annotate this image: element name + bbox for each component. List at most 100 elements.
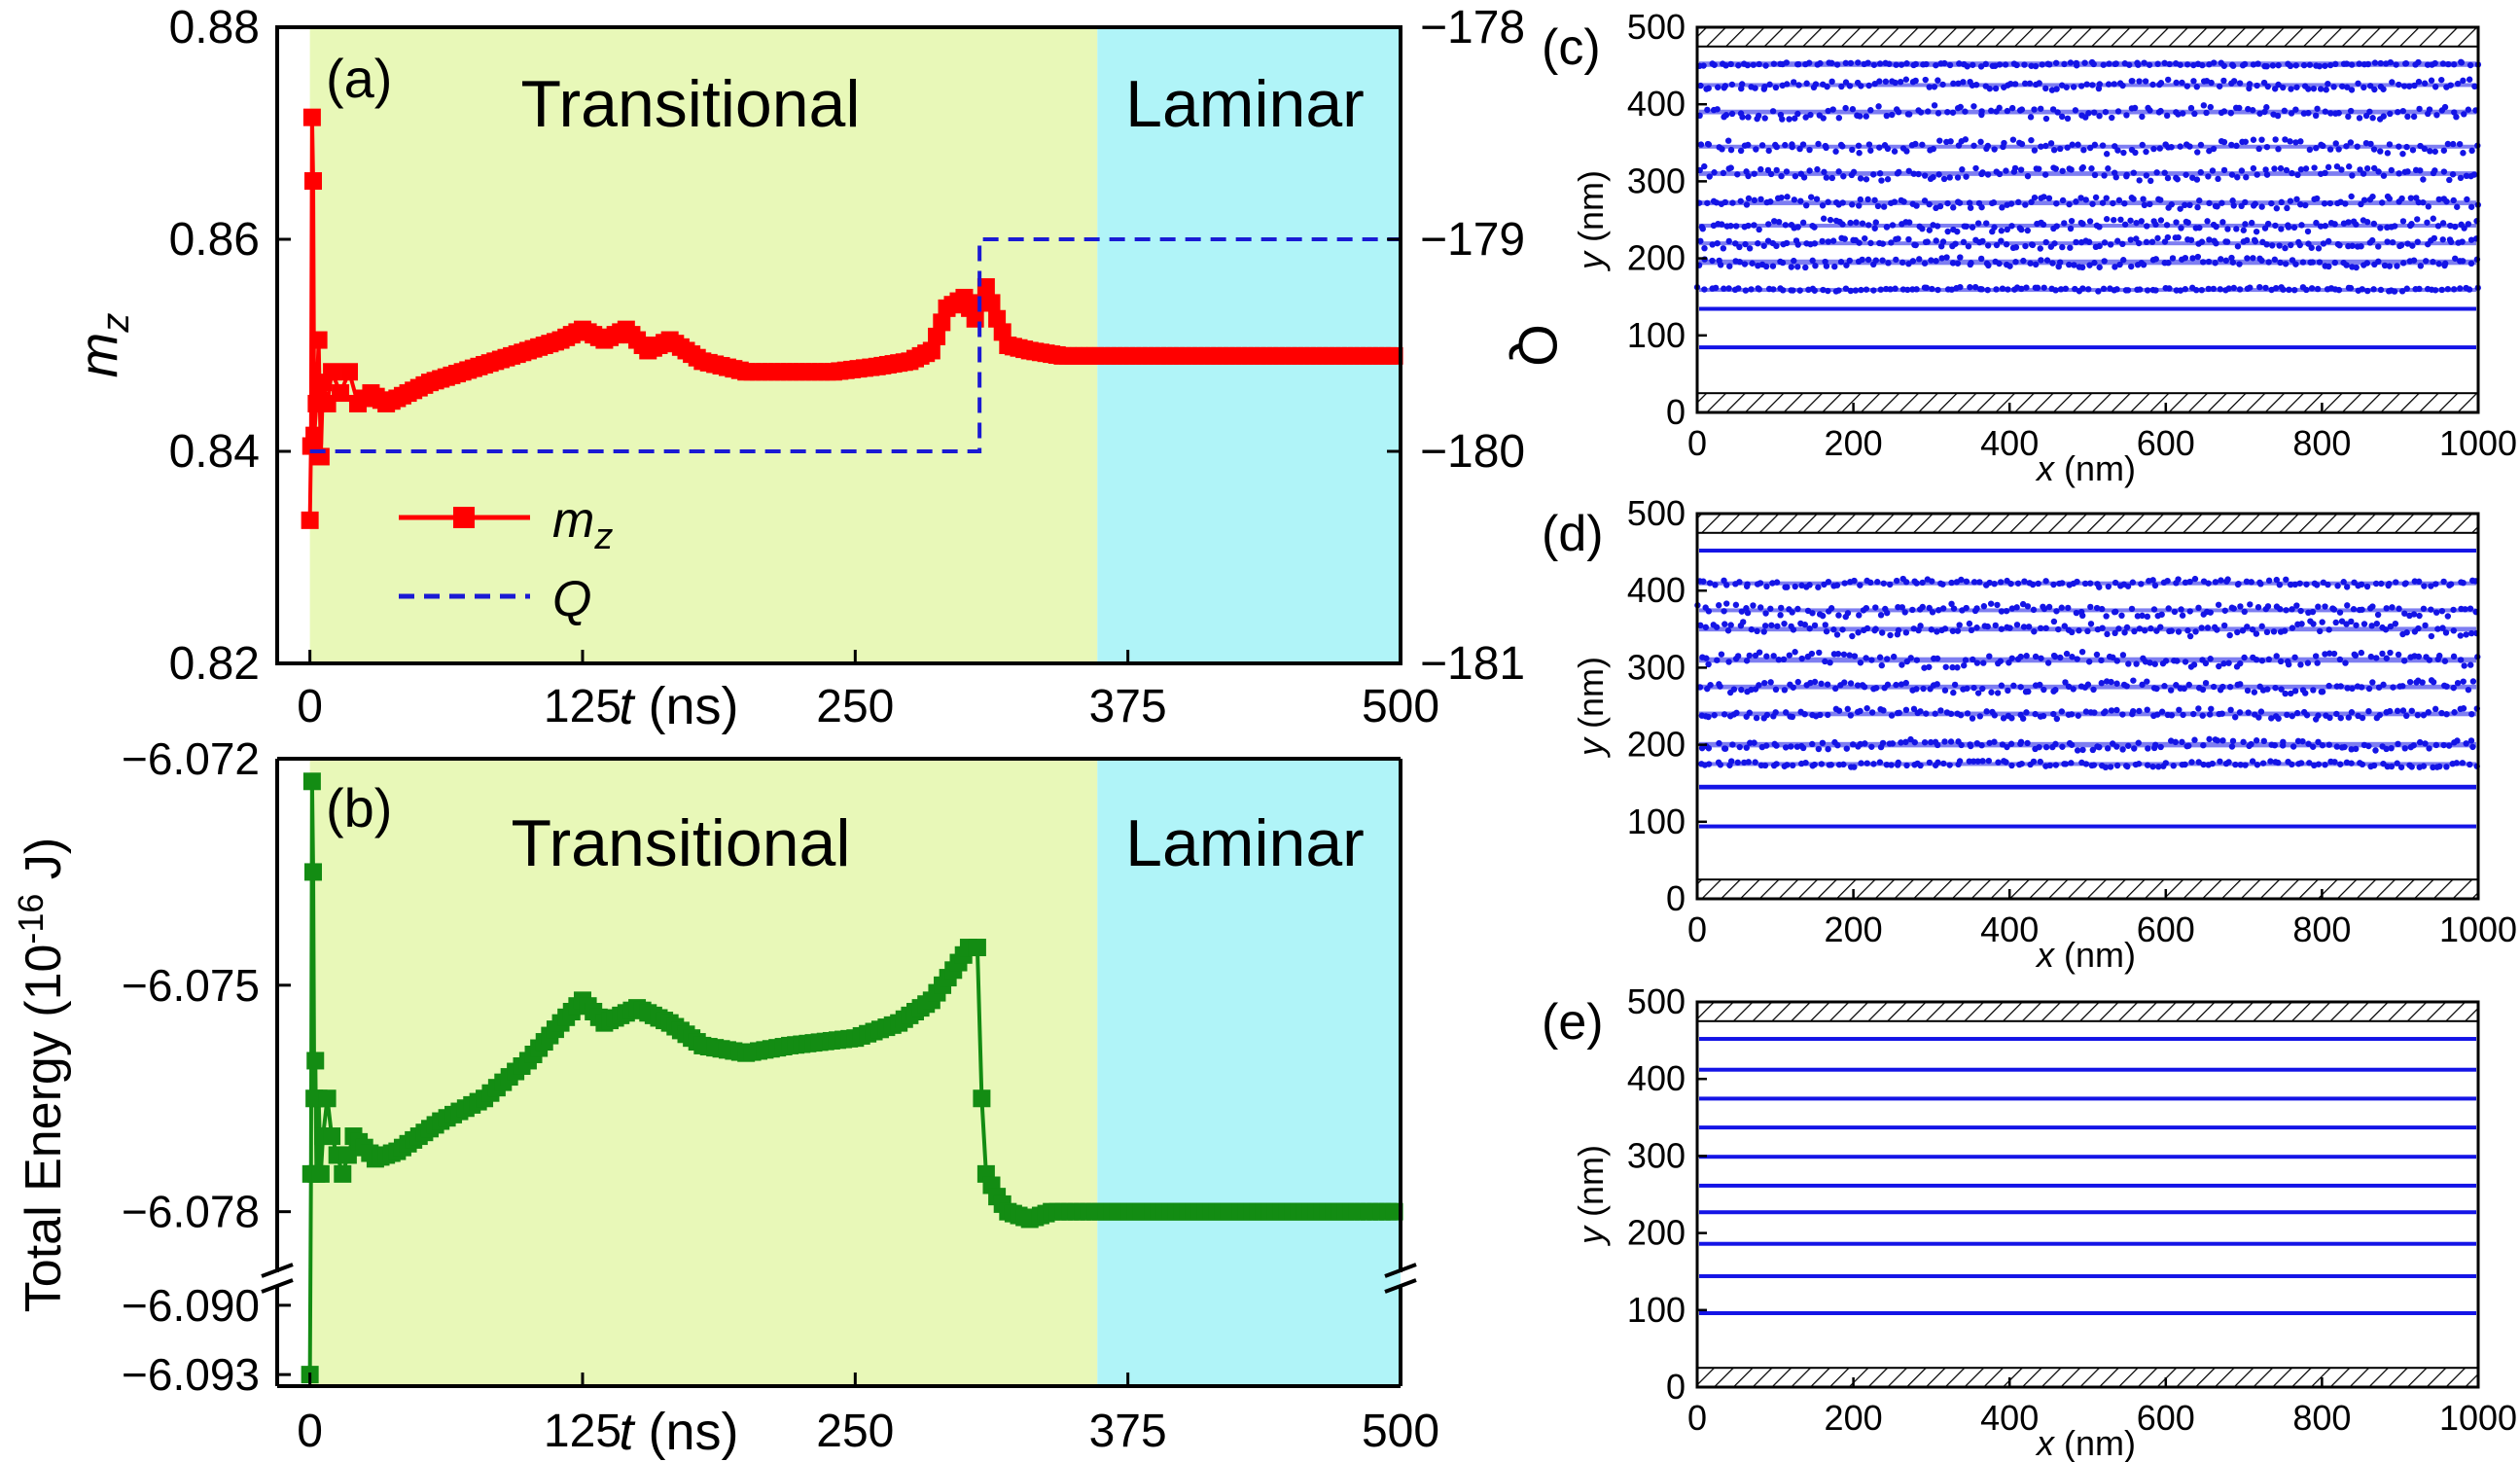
c-band-point	[2286, 286, 2292, 294]
d-band-point	[1974, 758, 1981, 765]
d-band-point	[1909, 606, 1916, 614]
d-band-point	[1902, 629, 1910, 636]
c-band-point	[2027, 260, 2034, 267]
d-band-point	[2059, 743, 2066, 750]
d-band-point	[2312, 653, 2320, 660]
d-band-point	[2416, 738, 2424, 746]
c-band	[1696, 162, 2478, 185]
d-band-point	[2383, 655, 2391, 661]
c-x-axis-label: x (nm)	[2035, 448, 2136, 488]
c-band-point	[2225, 285, 2232, 292]
d-band-point	[2013, 604, 2020, 611]
c-band-point	[2028, 198, 2035, 205]
d-band-point	[2192, 628, 2199, 635]
c-band-point	[1711, 169, 1718, 176]
d-band-point	[2410, 611, 2418, 618]
c-band-point	[2377, 225, 2384, 232]
d-band-point	[2264, 686, 2271, 693]
d-band-point	[2078, 648, 2086, 656]
c-band-point	[2059, 196, 2067, 204]
c-band-point	[1910, 170, 1917, 177]
c-band-point	[2143, 238, 2150, 246]
c-band-point	[1701, 162, 1708, 170]
c-band-point	[1755, 112, 1762, 120]
c-band-point	[2233, 142, 2240, 150]
d-band-point	[2179, 738, 2185, 746]
d-band-point	[2258, 657, 2266, 664]
c-band-point	[1857, 113, 1863, 120]
c-band-point	[1756, 226, 1762, 233]
d-band-point	[2157, 743, 2164, 751]
c-band-point	[1800, 174, 1808, 181]
c-band-point	[2018, 106, 2026, 113]
d-band-point	[1782, 709, 1790, 716]
c-band-point	[1992, 85, 2000, 92]
c-band-point	[2119, 82, 2126, 89]
d-band-point	[1763, 583, 1770, 590]
c-band-point	[2206, 199, 2213, 207]
c-band-point	[2399, 218, 2407, 225]
c-band-point	[2092, 194, 2100, 201]
d-band-point	[1934, 741, 1941, 749]
d-band-point	[2005, 687, 2011, 695]
c-band-point	[2111, 216, 2117, 224]
b-energy-point	[338, 1146, 357, 1164]
d-band-point	[2440, 578, 2447, 586]
c-band-point	[1811, 287, 1818, 294]
c-band-point	[2468, 147, 2475, 155]
c-band-point	[2275, 81, 2282, 89]
c-band-point	[2028, 136, 2035, 144]
c-band-point	[2359, 286, 2365, 293]
d-band-point	[2153, 627, 2160, 634]
d-band-point	[2389, 604, 2396, 611]
d-band-point	[2392, 620, 2399, 627]
d-band-point	[2162, 760, 2170, 767]
c-band-point	[2280, 286, 2287, 293]
a-mz-point	[301, 511, 319, 529]
d-band-point	[1738, 608, 1746, 615]
d-band-point	[2253, 630, 2260, 637]
c-band-point	[2111, 81, 2118, 88]
c-band-point	[1760, 242, 1767, 249]
c-band-point	[2228, 141, 2235, 149]
c-band-point	[1761, 83, 1768, 90]
d-band-point	[2104, 745, 2112, 752]
d-band-point	[1849, 741, 1857, 748]
c-band-point	[1886, 60, 1893, 67]
d-band-point	[2144, 762, 2151, 768]
c-band-point	[2461, 225, 2467, 232]
d-band-point	[1794, 605, 1801, 613]
c-band-point	[2038, 257, 2044, 264]
d-band-point	[1713, 624, 1721, 630]
d-band-point	[1851, 764, 1858, 770]
c-band-point	[2228, 171, 2236, 178]
d-x-tick-label: 1000	[2439, 909, 2517, 949]
d-band-point	[2353, 622, 2360, 628]
c-band-point	[2018, 226, 2025, 233]
c-band-point	[2278, 198, 2286, 206]
d-band-point	[1983, 708, 1990, 715]
c-band-point	[1784, 194, 1791, 200]
d-band-point	[2098, 680, 2105, 687]
c-band-point	[1931, 84, 1938, 90]
c-band-point	[2431, 287, 2439, 294]
d-band-point	[2017, 653, 2024, 660]
c-band-point	[1814, 165, 1821, 173]
c-band-point	[1794, 241, 1801, 248]
c-band-point	[1820, 215, 1828, 222]
c-y-axis-var: y	[1571, 250, 1611, 272]
e-band	[1699, 1125, 2476, 1130]
c-band-point	[2355, 80, 2361, 87]
c-band-point	[2141, 59, 2147, 66]
b-y-tick-label: −6.075	[122, 960, 260, 1011]
a-mz-point	[309, 331, 328, 349]
d-band-point	[2239, 627, 2247, 634]
c-band-point	[2215, 175, 2221, 183]
d-band-point	[2098, 605, 2106, 613]
c-band	[1697, 136, 2481, 158]
c-band-point	[1870, 287, 1877, 294]
c-band-point	[2086, 218, 2094, 225]
c-band-point	[2199, 61, 2206, 69]
d-band-point	[1790, 762, 1796, 769]
